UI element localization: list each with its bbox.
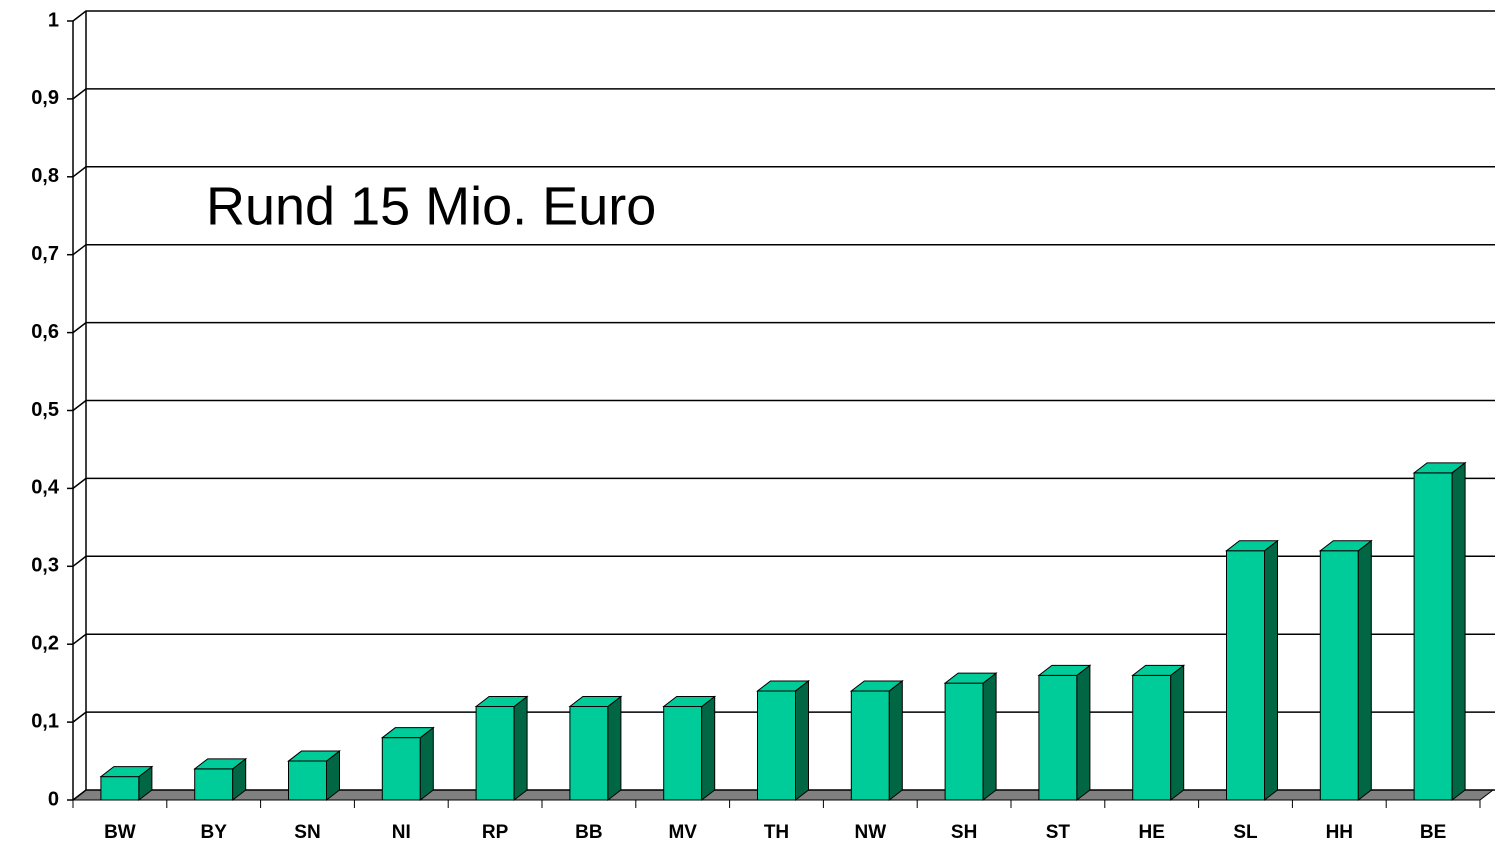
grid-line <box>72 243 1495 256</box>
annotation: Rund 15 Mio. Euro <box>206 176 656 236</box>
bar-front <box>663 706 703 801</box>
bar <box>1131 664 1186 802</box>
bar <box>943 672 998 802</box>
grid-line <box>72 789 1495 801</box>
grid-line <box>72 10 1495 22</box>
x-tick-label: SL <box>1233 822 1258 843</box>
bar <box>474 695 529 802</box>
x-tick-label: TH <box>764 822 789 843</box>
grid-line <box>72 711 1495 723</box>
x-tick-label: BE <box>1420 822 1446 843</box>
bar-top <box>756 680 810 692</box>
bar-front <box>569 706 609 801</box>
bar-side <box>1451 461 1466 802</box>
bar <box>568 695 623 802</box>
bar-top <box>1412 462 1467 474</box>
bar-front <box>194 768 234 801</box>
x-tick-label: ST <box>1046 822 1071 843</box>
y-tick-label: 0,7 <box>31 243 59 265</box>
bar-side <box>1264 539 1278 802</box>
bar <box>1037 664 1092 802</box>
bar <box>756 679 810 802</box>
y-tick-label: 1 <box>48 9 59 31</box>
bar-top <box>193 758 248 770</box>
bar <box>1318 539 1373 802</box>
y-tick-label: 0,3 <box>31 555 59 577</box>
x-tick-label: MV <box>668 822 697 843</box>
x-tick-label: HE <box>1138 822 1164 843</box>
bar-top <box>287 750 341 762</box>
x-tick-label: BB <box>575 822 602 843</box>
bar-side <box>701 695 716 802</box>
bar-side <box>513 695 528 802</box>
x-tick-label: BW <box>104 822 136 843</box>
grid-line <box>72 633 1495 645</box>
x-tick-label: NI <box>392 822 411 843</box>
bar-front <box>757 690 796 801</box>
bar-front <box>850 690 890 801</box>
bar-top <box>99 766 154 778</box>
bar-top <box>1318 540 1373 552</box>
bar <box>1412 461 1467 802</box>
bar-top <box>380 727 435 739</box>
bar-side <box>1357 539 1372 802</box>
x-tick-label: RP <box>482 822 509 843</box>
bar-front <box>1226 550 1265 801</box>
x-tick-label: BY <box>200 822 227 843</box>
y-tick-label: 0,6 <box>31 321 59 343</box>
grid-line <box>72 477 1495 489</box>
grid-line <box>72 399 1495 412</box>
bar-front <box>1413 472 1453 801</box>
bar-side <box>982 672 997 802</box>
x-tick-label: SN <box>294 822 320 843</box>
y-tick-label: 0,5 <box>31 399 59 421</box>
bar <box>99 765 154 802</box>
bar-front <box>100 776 140 801</box>
bar-side <box>607 695 622 802</box>
grid-line <box>72 321 1495 334</box>
y-tick-label: 0,1 <box>31 710 59 732</box>
grid-line <box>72 166 1495 178</box>
bar <box>193 757 248 802</box>
bar <box>380 726 435 802</box>
bar-front <box>1319 550 1359 801</box>
bar-top <box>849 680 904 692</box>
y-tick-label: 0,9 <box>31 87 59 109</box>
y-tick-label: 0,8 <box>31 165 59 187</box>
y-tick-label: 0,2 <box>31 632 59 654</box>
bar-top <box>474 696 529 708</box>
bar-front <box>944 682 984 801</box>
bar-side <box>1170 664 1185 802</box>
bar-side <box>419 726 434 802</box>
bar-top <box>662 696 717 708</box>
bar-side <box>795 679 809 802</box>
bar-front <box>381 737 421 801</box>
bar <box>849 679 904 802</box>
bar <box>287 750 341 802</box>
bar-front <box>475 706 515 801</box>
bar-side <box>888 679 903 802</box>
grid-line <box>72 555 1495 567</box>
x-tick-label: NW <box>854 822 886 843</box>
bar-top <box>568 696 623 708</box>
bar-top <box>943 672 998 684</box>
bar-top <box>1131 664 1186 676</box>
bar-front <box>1132 674 1172 801</box>
x-tick-label: HH <box>1326 822 1353 843</box>
y-tick-label: 0 <box>48 788 59 810</box>
x-tick-label: SH <box>951 822 977 843</box>
bar-top <box>1225 540 1279 552</box>
bar-front <box>288 760 327 801</box>
y-tick-label: 0,4 <box>31 477 60 499</box>
bar <box>1225 539 1279 802</box>
bar-side <box>1076 664 1091 802</box>
bar <box>662 695 717 802</box>
grid-line <box>72 88 1495 100</box>
bar-top <box>1037 664 1092 676</box>
bar-front <box>1038 674 1078 801</box>
